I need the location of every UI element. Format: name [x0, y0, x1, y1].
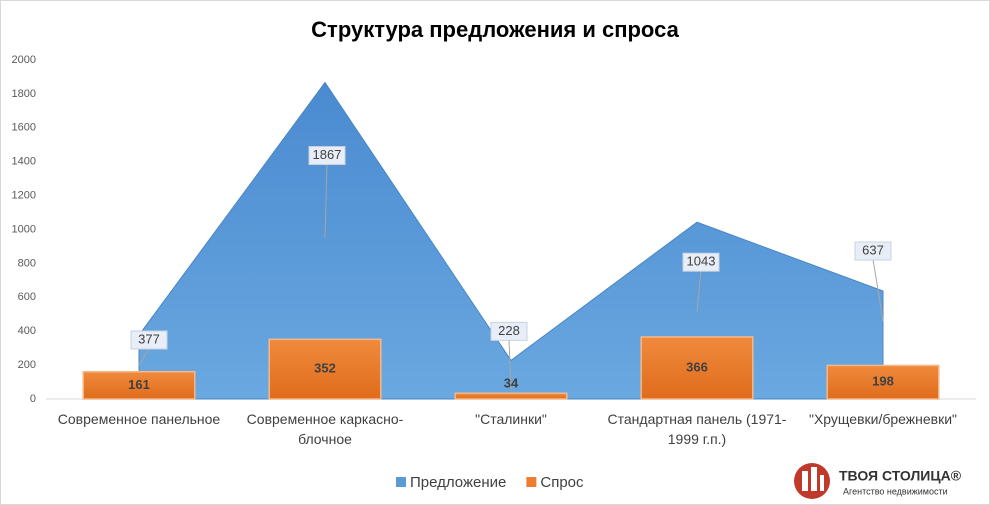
legend-label: Предложение [410, 474, 506, 491]
bar [454, 392, 568, 400]
data-label: 1867 [313, 147, 342, 162]
y-tick-label: 2000 [12, 54, 36, 66]
logo-name: ТВОЯ СТОЛИЦА® [839, 468, 962, 484]
y-tick-label: 0 [30, 393, 36, 405]
leader-line [508, 339, 512, 391]
legend-label: Спрос [540, 474, 584, 491]
leader-line [138, 347, 150, 366]
data-label-box [682, 252, 720, 272]
data-label: 1043 [687, 254, 716, 269]
y-tick-label: 1200 [12, 190, 36, 202]
legend-swatch [396, 477, 406, 487]
data-label: 637 [862, 242, 884, 257]
leader-line [324, 163, 328, 238]
logo-icon-part [802, 471, 808, 491]
chart-title: Структура предложения и спроса [311, 17, 679, 42]
x-tick-label: "Хрущевки/брежневки" [808, 411, 958, 427]
y-tick-label: 200 [18, 359, 36, 371]
x-tick-label: "Сталинки" [475, 411, 547, 427]
logo-icon-part [820, 475, 824, 491]
legend-swatch [526, 477, 537, 487]
logo: ТВОЯ СТОЛИЦА® Агентство недвижимости [794, 463, 962, 499]
bar [826, 364, 940, 400]
bar [82, 370, 196, 400]
x-tick-label: Стандартная панель (1971-1999 г.п.) [607, 411, 787, 447]
bar [268, 338, 382, 400]
data-label: 366 [686, 359, 708, 374]
bar [640, 336, 754, 400]
y-tick-label: 1800 [12, 88, 36, 100]
data-label: 228 [498, 323, 520, 338]
area [138, 81, 884, 400]
leader-line [696, 270, 702, 313]
data-label: 377 [138, 331, 160, 346]
data-label: 198 [872, 374, 894, 389]
logo-icon-part [811, 467, 817, 491]
x-tick-label: Современное панельное [57, 411, 221, 427]
leader-line [872, 258, 884, 322]
y-tick-label: 1400 [12, 156, 36, 168]
y-tick-label: 400 [18, 325, 36, 337]
data-label-box [854, 241, 892, 261]
y-tick-label: 1000 [12, 223, 36, 235]
logo-tagline: Агентство недвижимости [843, 486, 948, 496]
data-label-box [130, 330, 168, 350]
data-label: 34 [504, 376, 519, 391]
data-label-box [490, 321, 528, 341]
data-label: 161 [128, 377, 150, 392]
y-tick-label: 800 [18, 257, 36, 269]
data-label: 352 [314, 361, 336, 376]
x-tick-label: Современное каркасно-блочное [246, 411, 404, 447]
y-tick-label: 600 [18, 291, 36, 303]
y-tick-label: 1600 [12, 122, 36, 134]
data-label-box [308, 146, 346, 166]
